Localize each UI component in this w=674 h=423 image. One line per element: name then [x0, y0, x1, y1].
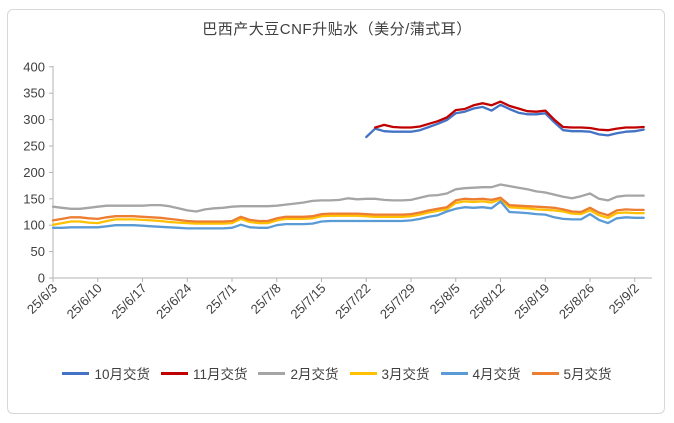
chart-legend: 10月交货 11月交货 2月交货 3月交货 4月交货 5月交货: [0, 363, 674, 383]
chart-title: 巴西产大豆CNF升贴水（美分/蒲式耳）: [202, 21, 472, 38]
x-axis-label: 25/7/15: [287, 281, 328, 322]
legend-item-3: 3月交货: [349, 363, 430, 383]
x-axis-label: 25/7/22: [332, 281, 373, 322]
x-axis-label: 25/6/24: [153, 281, 194, 322]
x-axis-label: 25/8/26: [556, 281, 597, 322]
legend-line-swatch: [258, 371, 286, 375]
series-line-3: [51, 198, 645, 226]
legend-line-swatch: [531, 371, 559, 375]
y-axis-label: 400: [23, 59, 45, 74]
series-line-1: [374, 100, 645, 132]
legend-item-4: 4月交货: [440, 363, 521, 383]
y-axis-label: 300: [23, 112, 45, 127]
y-axis-label: 350: [23, 86, 45, 101]
legend-label: 5月交货: [563, 367, 612, 382]
legend-item-2: 2月交货: [258, 363, 339, 383]
legend-item-0: 10月交货: [62, 363, 150, 383]
y-axis-label: 250: [23, 139, 45, 154]
legend-line-swatch: [349, 371, 377, 375]
legend-label: 2月交货: [290, 367, 339, 382]
y-axis-label: 150: [23, 191, 45, 206]
series-line-2: [51, 183, 645, 213]
legend-label: 10月交货: [94, 367, 150, 382]
y-axis-label: 50: [31, 244, 45, 259]
x-axis-label: 25/6/3: [24, 281, 60, 317]
x-axis-label: 25/8/19: [511, 281, 552, 322]
legend-line-swatch: [440, 371, 468, 375]
x-axis-label: 25/9/2: [606, 281, 642, 317]
legend-label: 11月交货: [192, 367, 248, 382]
x-axis-label: 25/6/17: [108, 281, 149, 322]
legend-item-1: 11月交货: [160, 363, 248, 383]
series-line-4: [51, 200, 645, 230]
y-axis-label: 200: [23, 165, 45, 180]
y-axis-label: 100: [23, 218, 45, 233]
x-axis-label: 25/7/1: [203, 281, 239, 317]
x-axis-label: 25/7/8: [248, 281, 284, 317]
legend-label: 4月交货: [472, 367, 521, 382]
series-line-0: [365, 103, 645, 139]
x-axis-label: 25/7/29: [377, 281, 418, 322]
legend-line-swatch: [160, 371, 188, 375]
legend-label: 3月交货: [381, 367, 430, 382]
legend-line-swatch: [62, 371, 90, 375]
x-axis-label: 25/8/12: [466, 281, 507, 322]
y-axis-label: 0: [38, 271, 45, 286]
x-axis-label: 25/8/5: [427, 281, 463, 317]
legend-item-5: 5月交货: [531, 363, 612, 383]
series-line-5: [51, 196, 645, 223]
x-axis-label: 25/6/10: [64, 281, 105, 322]
